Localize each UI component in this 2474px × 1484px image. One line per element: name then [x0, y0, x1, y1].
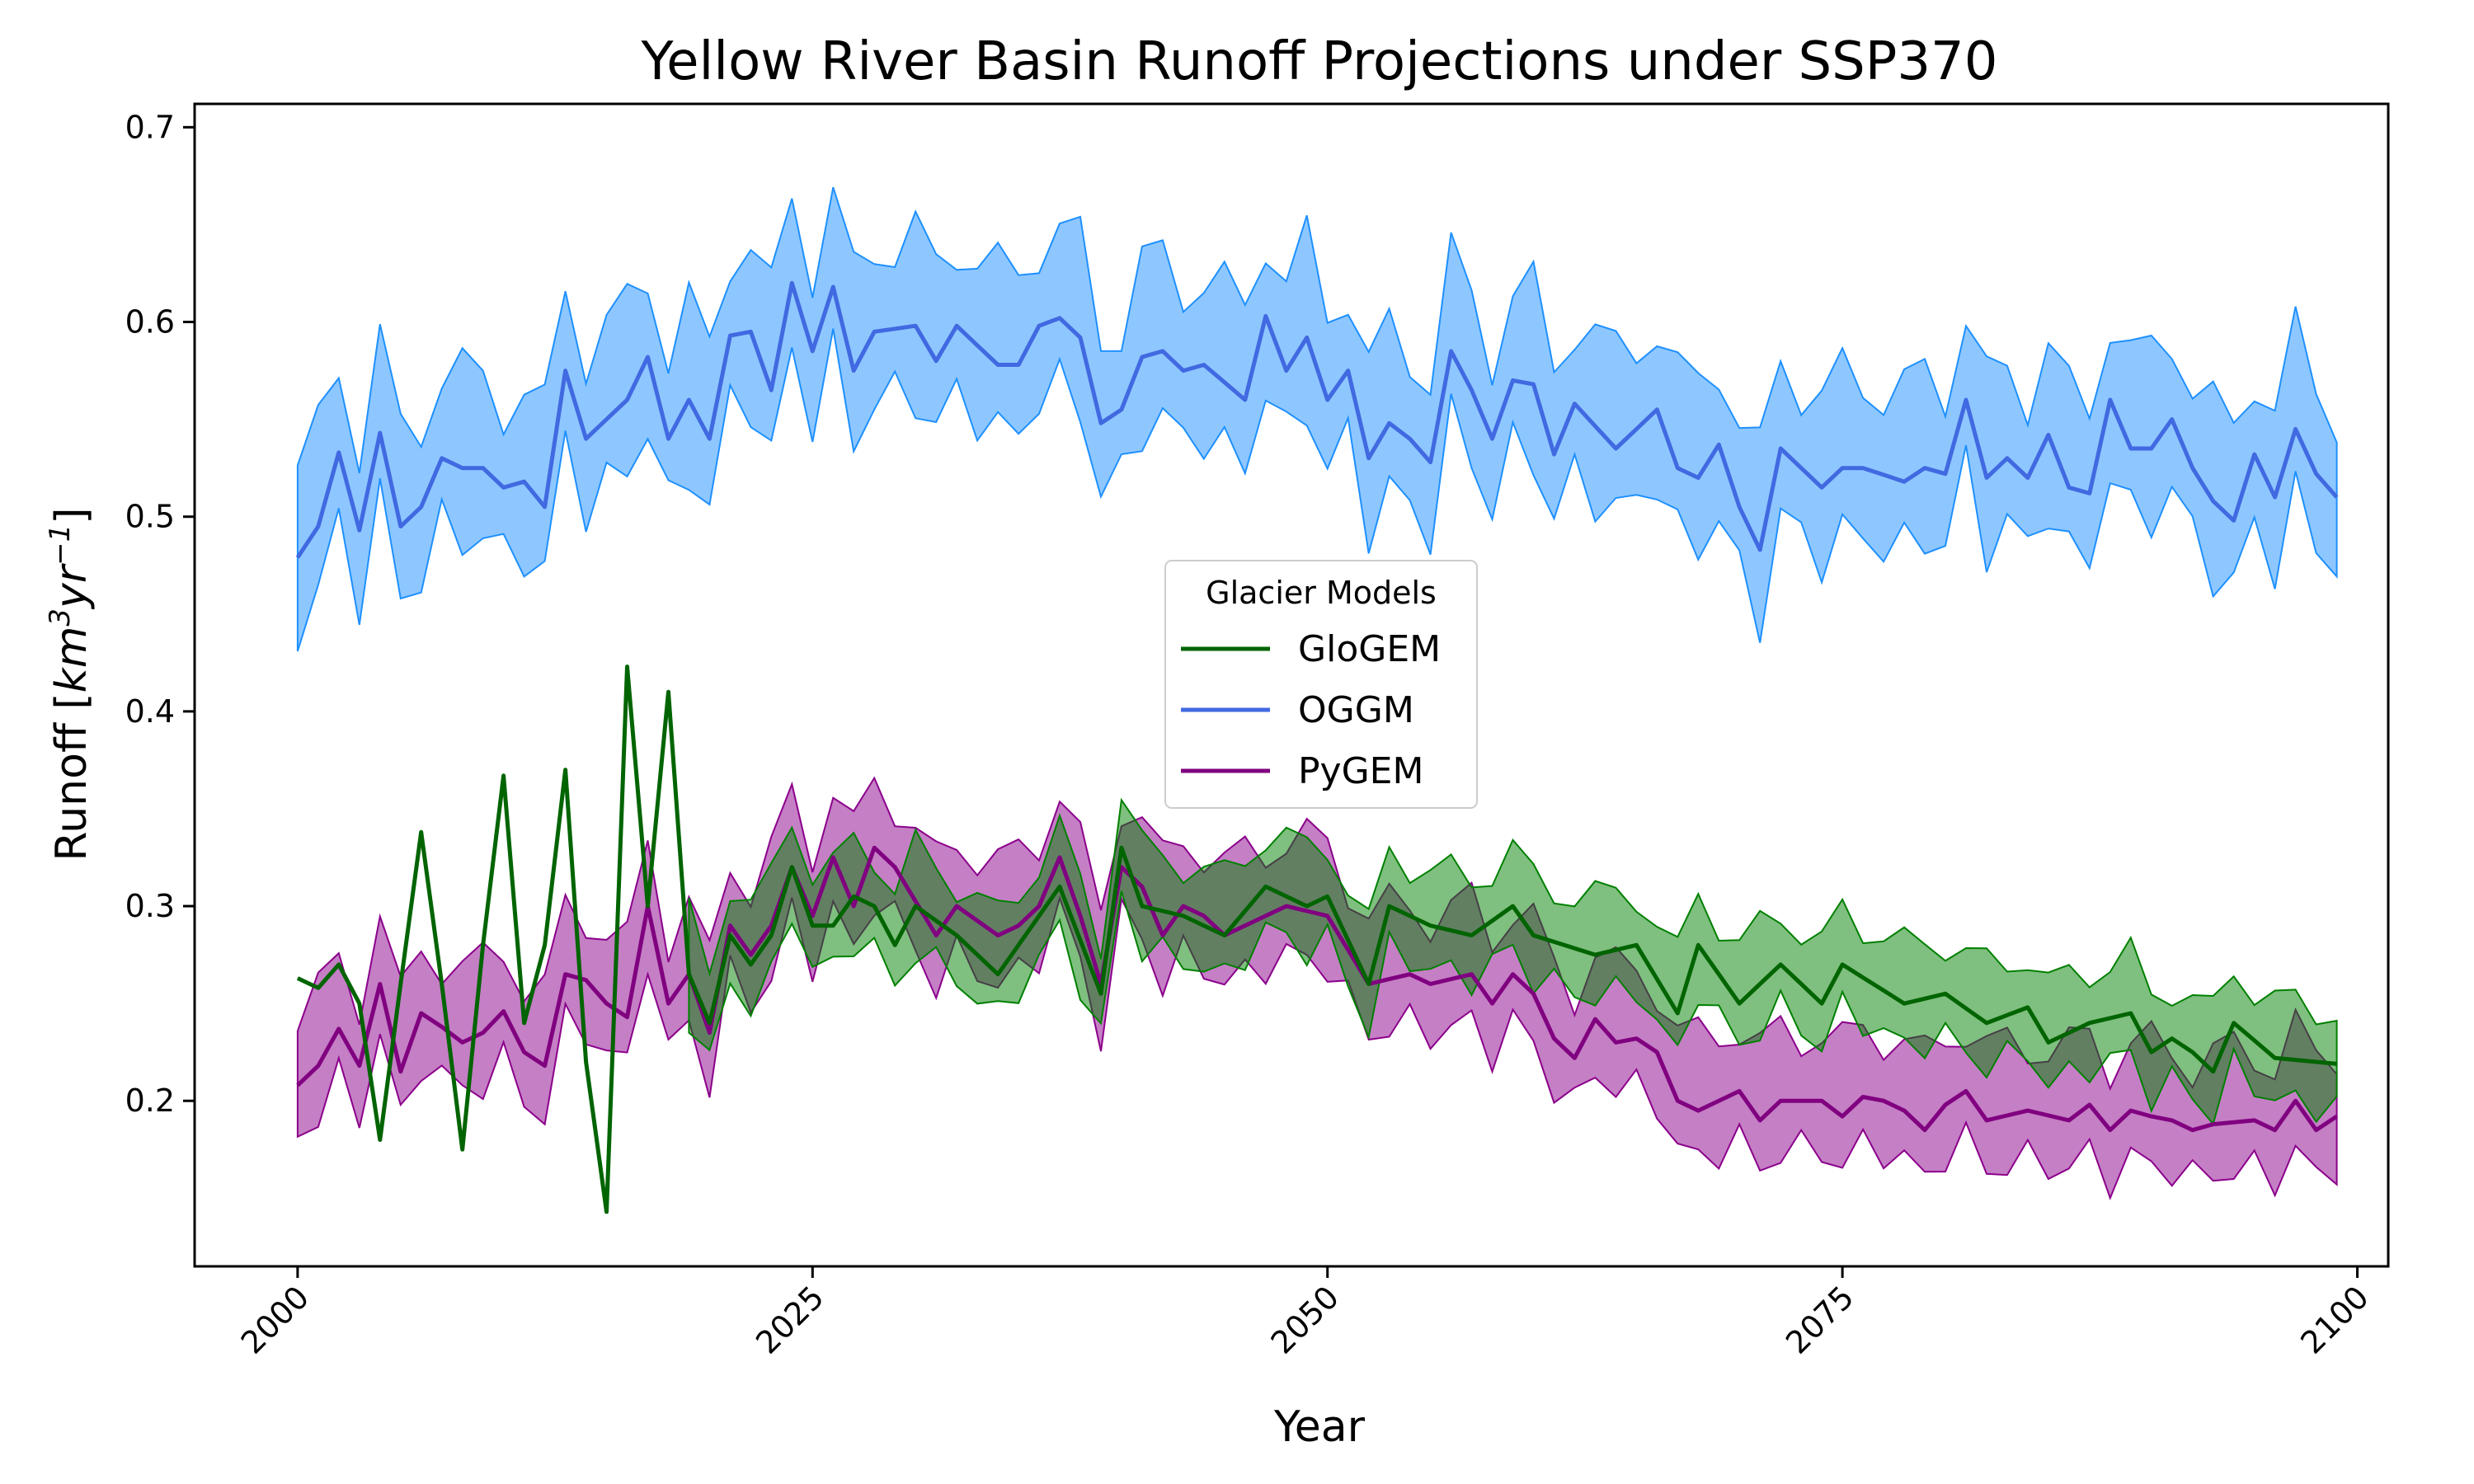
legend-box [1164, 560, 1478, 809]
line-pygem [296, 845, 2338, 1133]
series-bands [296, 186, 2338, 1201]
legend-title: Glacier Models [1206, 575, 1437, 611]
y-axis-label-prefix: Runoff [ [47, 693, 96, 861]
legend-label-glogem: GloGEM [1298, 628, 1441, 670]
y-axis-label-exp2: −1 [44, 524, 77, 566]
legend-label-oggm: OGGM [1298, 689, 1414, 731]
y-tick-label: 0.4 [125, 693, 175, 730]
y-tick-label: 0.7 [125, 109, 175, 145]
legend-label-pygem: PyGEM [1298, 750, 1423, 792]
y-tick-label: 0.2 [125, 1082, 175, 1119]
y-axis-label-exp1: 3 [44, 608, 77, 627]
line-oggm [295, 280, 2339, 559]
y-axis-ticks: 0.2 0.3 0.4 0.5 0.6 0.7 [125, 109, 195, 1119]
y-axis-label-unit: km [47, 627, 96, 693]
x-axis-label: Year [1273, 1402, 1366, 1452]
legend: Glacier Models GloGEM OGGM PyGEM [1164, 560, 1478, 809]
band-glogem [688, 797, 2338, 1126]
line-glogem [296, 665, 2337, 1214]
series-lines [295, 280, 2339, 1214]
band-oggm [296, 186, 2338, 652]
plot-area-frame [193, 102, 2390, 1268]
y-axis-label-suffix: ] [47, 507, 96, 524]
y-axis-label-unit2: yr [47, 562, 96, 610]
chart-title: Yellow River Basin Runoff Projections un… [641, 31, 1998, 92]
y-tick-label: 0.3 [125, 888, 175, 924]
y-axis-label: Runoff [km3yr−1] [44, 507, 96, 861]
y-tick-label: 0.5 [125, 499, 175, 535]
y-tick-label: 0.6 [125, 304, 175, 340]
